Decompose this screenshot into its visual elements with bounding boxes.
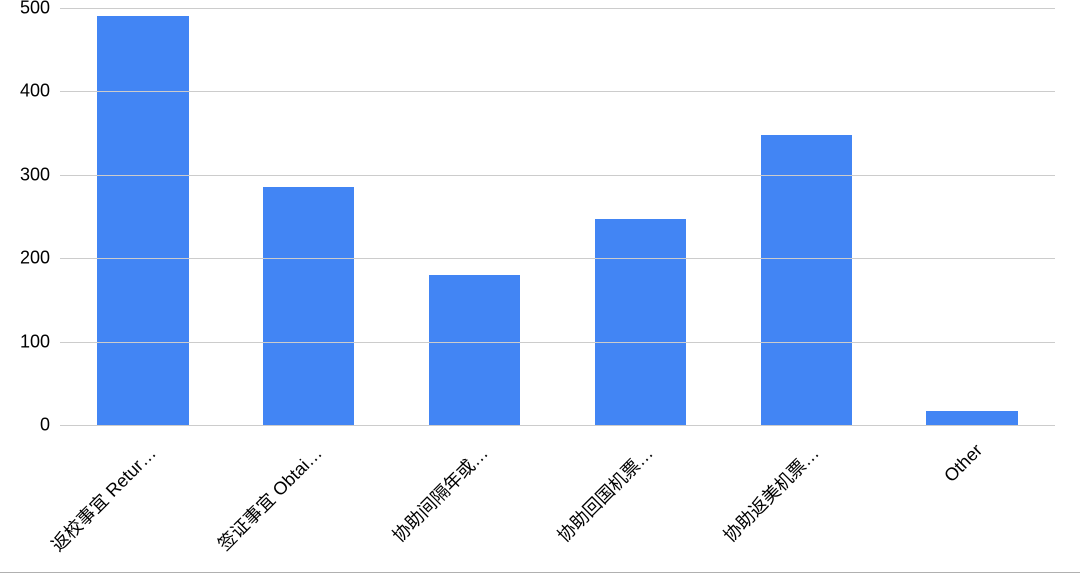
gridline — [60, 258, 1055, 259]
gridline — [60, 425, 1055, 426]
x-axis-tick-label: Other — [940, 440, 987, 487]
bar-slot: 签证事宜 Obtai… — [226, 8, 392, 425]
x-axis-tick-label: 签证事宜 Obtai… — [211, 440, 327, 556]
x-axis-tick-label: 协助返美机票… — [717, 440, 824, 547]
y-axis-tick-label: 200 — [20, 248, 60, 269]
bar-slot: 协助返美机票… — [723, 8, 889, 425]
gridline — [60, 175, 1055, 176]
x-axis-tick-label: 协助间隔年或… — [385, 440, 492, 547]
y-axis-tick-label: 400 — [20, 81, 60, 102]
gridline — [60, 91, 1055, 92]
gridline — [60, 342, 1055, 343]
y-axis-tick-label: 300 — [20, 164, 60, 185]
bar — [761, 135, 852, 425]
bars-container: 返校事宜 Retur…签证事宜 Obtai…协助间隔年或…协助回国机票…协助返美… — [60, 8, 1055, 425]
bar-slot: 协助间隔年或… — [392, 8, 558, 425]
x-axis-tick-label: 返校事宜 Retur… — [45, 440, 162, 557]
y-axis-tick-label: 100 — [20, 331, 60, 352]
gridline — [60, 8, 1055, 9]
bar-slot: Other — [889, 8, 1055, 425]
bar — [263, 187, 354, 425]
bar — [926, 411, 1017, 425]
y-axis-tick-label: 500 — [20, 0, 60, 19]
bar — [97, 16, 188, 425]
plot-area: 返校事宜 Retur…签证事宜 Obtai…协助间隔年或…协助回国机票…协助返美… — [60, 8, 1055, 425]
bar — [595, 219, 686, 425]
y-axis-tick-label: 0 — [40, 415, 60, 436]
bar-slot: 协助回国机票… — [557, 8, 723, 425]
bar-slot: 返校事宜 Retur… — [60, 8, 226, 425]
bar — [429, 275, 520, 425]
bar-chart: 返校事宜 Retur…签证事宜 Obtai…协助间隔年或…协助回国机票…协助返美… — [0, 0, 1080, 573]
x-axis-tick-label: 协助回国机票… — [551, 440, 658, 547]
